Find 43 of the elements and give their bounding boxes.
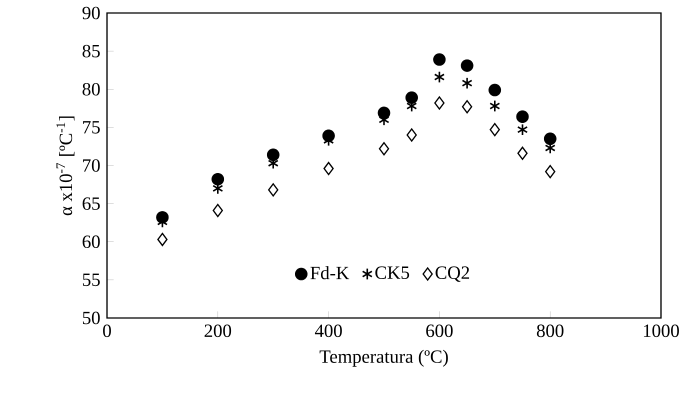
point [268,183,278,197]
point [406,128,417,142]
point [212,204,223,218]
y-tick-label: 50 [82,312,100,324]
y-tick-label: 70 [83,159,100,172]
point [516,110,529,123]
point [460,59,474,72]
point [544,132,556,146]
y-tick-label: 90 [82,6,100,20]
point [488,84,502,96]
y-tick-label: 85 [82,44,100,58]
point [462,77,473,90]
y-tick-label: 65 [82,197,100,210]
y-axis-title: α x10$^{-7}$ [ºC$^{-1}$] [56,116,74,216]
y-tick-label: 80 [82,82,100,96]
point [434,70,445,84]
point [212,172,224,186]
x-tick-label: 800 [536,324,564,338]
point [157,232,168,246]
point [323,162,334,176]
x-axis-title: Temperatura (ºC) [320,350,448,367]
y-tick-label: 75 [83,121,100,134]
point [517,124,528,136]
legend-label: Fd-K [310,266,350,280]
x-tick-label: 600 [426,324,453,338]
y-tick-label: 60 [82,235,100,248]
point [462,100,472,114]
x-tick-label: 200 [204,324,232,338]
point [405,91,418,104]
point [489,100,500,112]
point [490,122,500,136]
x-tick-label: 0 [103,324,111,338]
point [517,146,528,160]
legend-label: CK5 [375,266,410,279]
y-tick-label: 55 [82,274,100,286]
point [434,96,445,110]
point [266,148,280,162]
x-tick-label: 1000 [644,324,679,338]
point [378,142,390,156]
legend-label: CQ2 [436,266,470,282]
point [433,53,446,66]
point [545,164,556,178]
x-tick-label: 400 [314,324,342,338]
